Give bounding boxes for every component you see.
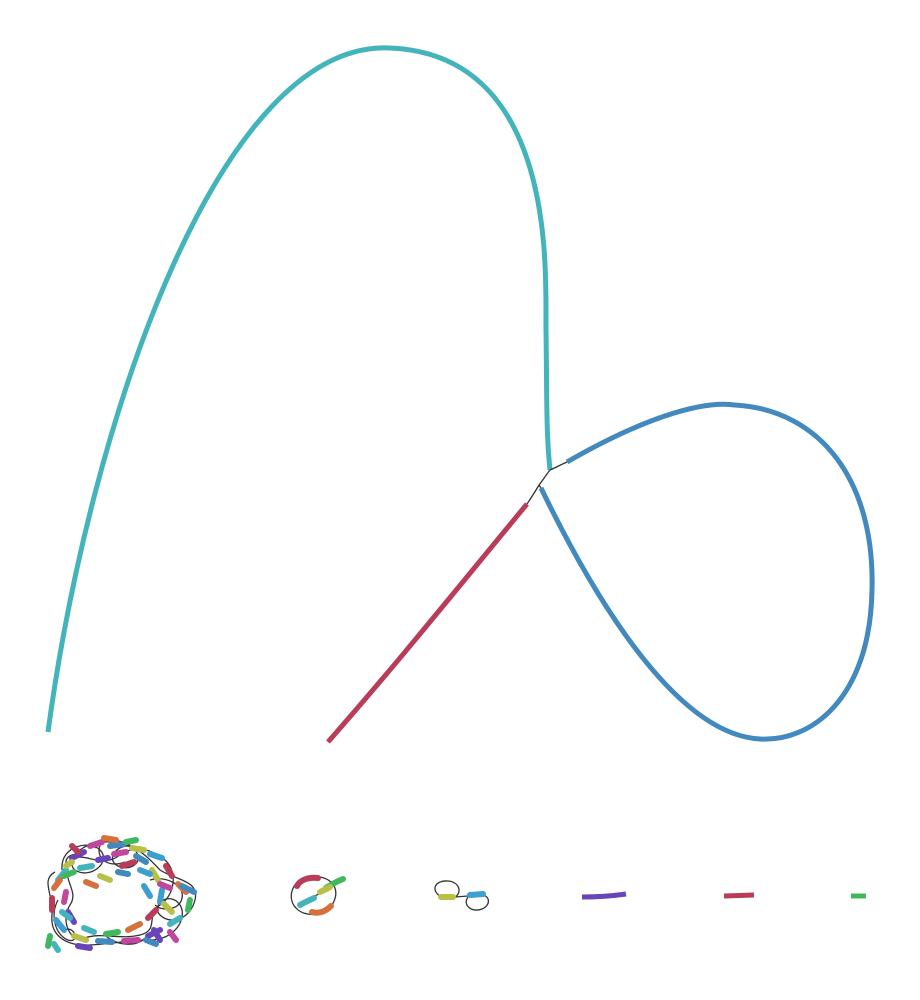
segment-tangle[interactable] [163, 863, 175, 879]
segment-teal-arc[interactable] [45, 45, 553, 733]
segment-tangle[interactable] [75, 943, 93, 951]
segment-tangle[interactable] [185, 897, 193, 913]
link-junction [538, 469, 551, 486]
segment-tangle[interactable] [71, 933, 89, 943]
link-tangle [53, 899, 76, 942]
link-junction [538, 484, 542, 489]
segment-tangle[interactable] [53, 917, 67, 933]
segment-tangle[interactable] [133, 853, 149, 865]
segment-loop-sky[interactable] [467, 891, 486, 898]
segment-tangle[interactable] [83, 879, 99, 889]
segment-tangle[interactable] [95, 938, 115, 945]
segment-crimson-line[interactable] [326, 502, 529, 744]
segment-tangle[interactable] [157, 881, 173, 891]
component-dense-tangle [45, 835, 197, 953]
segment-tangle[interactable] [125, 921, 143, 933]
segment-tangle[interactable] [61, 869, 77, 879]
link-tangle [149, 878, 183, 910]
segment-tangle[interactable] [51, 877, 63, 891]
link-tangle [104, 934, 146, 945]
component-double-loop [434, 880, 489, 911]
link-junction [549, 461, 568, 471]
segment-ring-crimson[interactable] [294, 874, 321, 889]
link-loop-left [434, 880, 460, 898]
segment-tangle[interactable] [121, 937, 141, 944]
segment-ring-orange[interactable] [309, 903, 334, 916]
segment-tangle[interactable] [147, 851, 165, 861]
link-loop-right [465, 894, 489, 911]
segment-tangle[interactable] [161, 901, 175, 915]
segment-tangle[interactable] [143, 937, 159, 947]
segment-tangle[interactable] [145, 907, 159, 921]
segment-tangle[interactable] [81, 925, 97, 935]
segment-tangle[interactable] [103, 929, 121, 937]
segment-tangle[interactable] [167, 915, 183, 927]
segment-tangle[interactable] [179, 883, 197, 895]
segment-tangle[interactable] [97, 873, 113, 883]
segment-tangle[interactable] [77, 863, 95, 871]
segment-tangle[interactable] [141, 883, 153, 899]
segment-tangle[interactable] [151, 927, 163, 943]
segment-tangle[interactable] [123, 837, 139, 845]
segment-tangle[interactable] [59, 909, 73, 921]
link-tangle [65, 848, 174, 940]
link-junction [526, 484, 540, 505]
segment-tangle[interactable] [69, 843, 81, 855]
segment-tangle[interactable] [101, 835, 119, 843]
component-small-ring [290, 874, 346, 916]
segment-tangle[interactable] [87, 839, 105, 849]
segment-tangle[interactable] [167, 929, 179, 943]
segment-ring-olive[interactable] [317, 884, 333, 895]
segment-tangle[interactable] [119, 859, 137, 869]
segment-tangle[interactable] [137, 867, 153, 877]
segment-ring-teal[interactable] [297, 895, 317, 908]
segment-tangle[interactable] [45, 933, 53, 949]
segment-tangle[interactable] [129, 845, 147, 853]
link-loop-bridge [454, 895, 469, 898]
component-large-three-segment [45, 45, 875, 744]
segment-tangle[interactable] [51, 941, 61, 953]
segment-tangle[interactable] [61, 889, 69, 905]
segment-single-crimson[interactable] [723, 892, 755, 899]
segment-tangle[interactable] [115, 869, 131, 877]
segment-single-purple[interactable] [581, 891, 627, 900]
segment-tangle[interactable] [63, 859, 75, 869]
segment-tangle[interactable] [95, 855, 111, 863]
segment-tangle[interactable] [107, 841, 127, 849]
segment-tangle[interactable] [149, 867, 161, 883]
segment-tangle[interactable] [111, 849, 129, 857]
segment-tangle[interactable] [157, 887, 165, 905]
segment-blue-loop[interactable] [538, 401, 875, 742]
